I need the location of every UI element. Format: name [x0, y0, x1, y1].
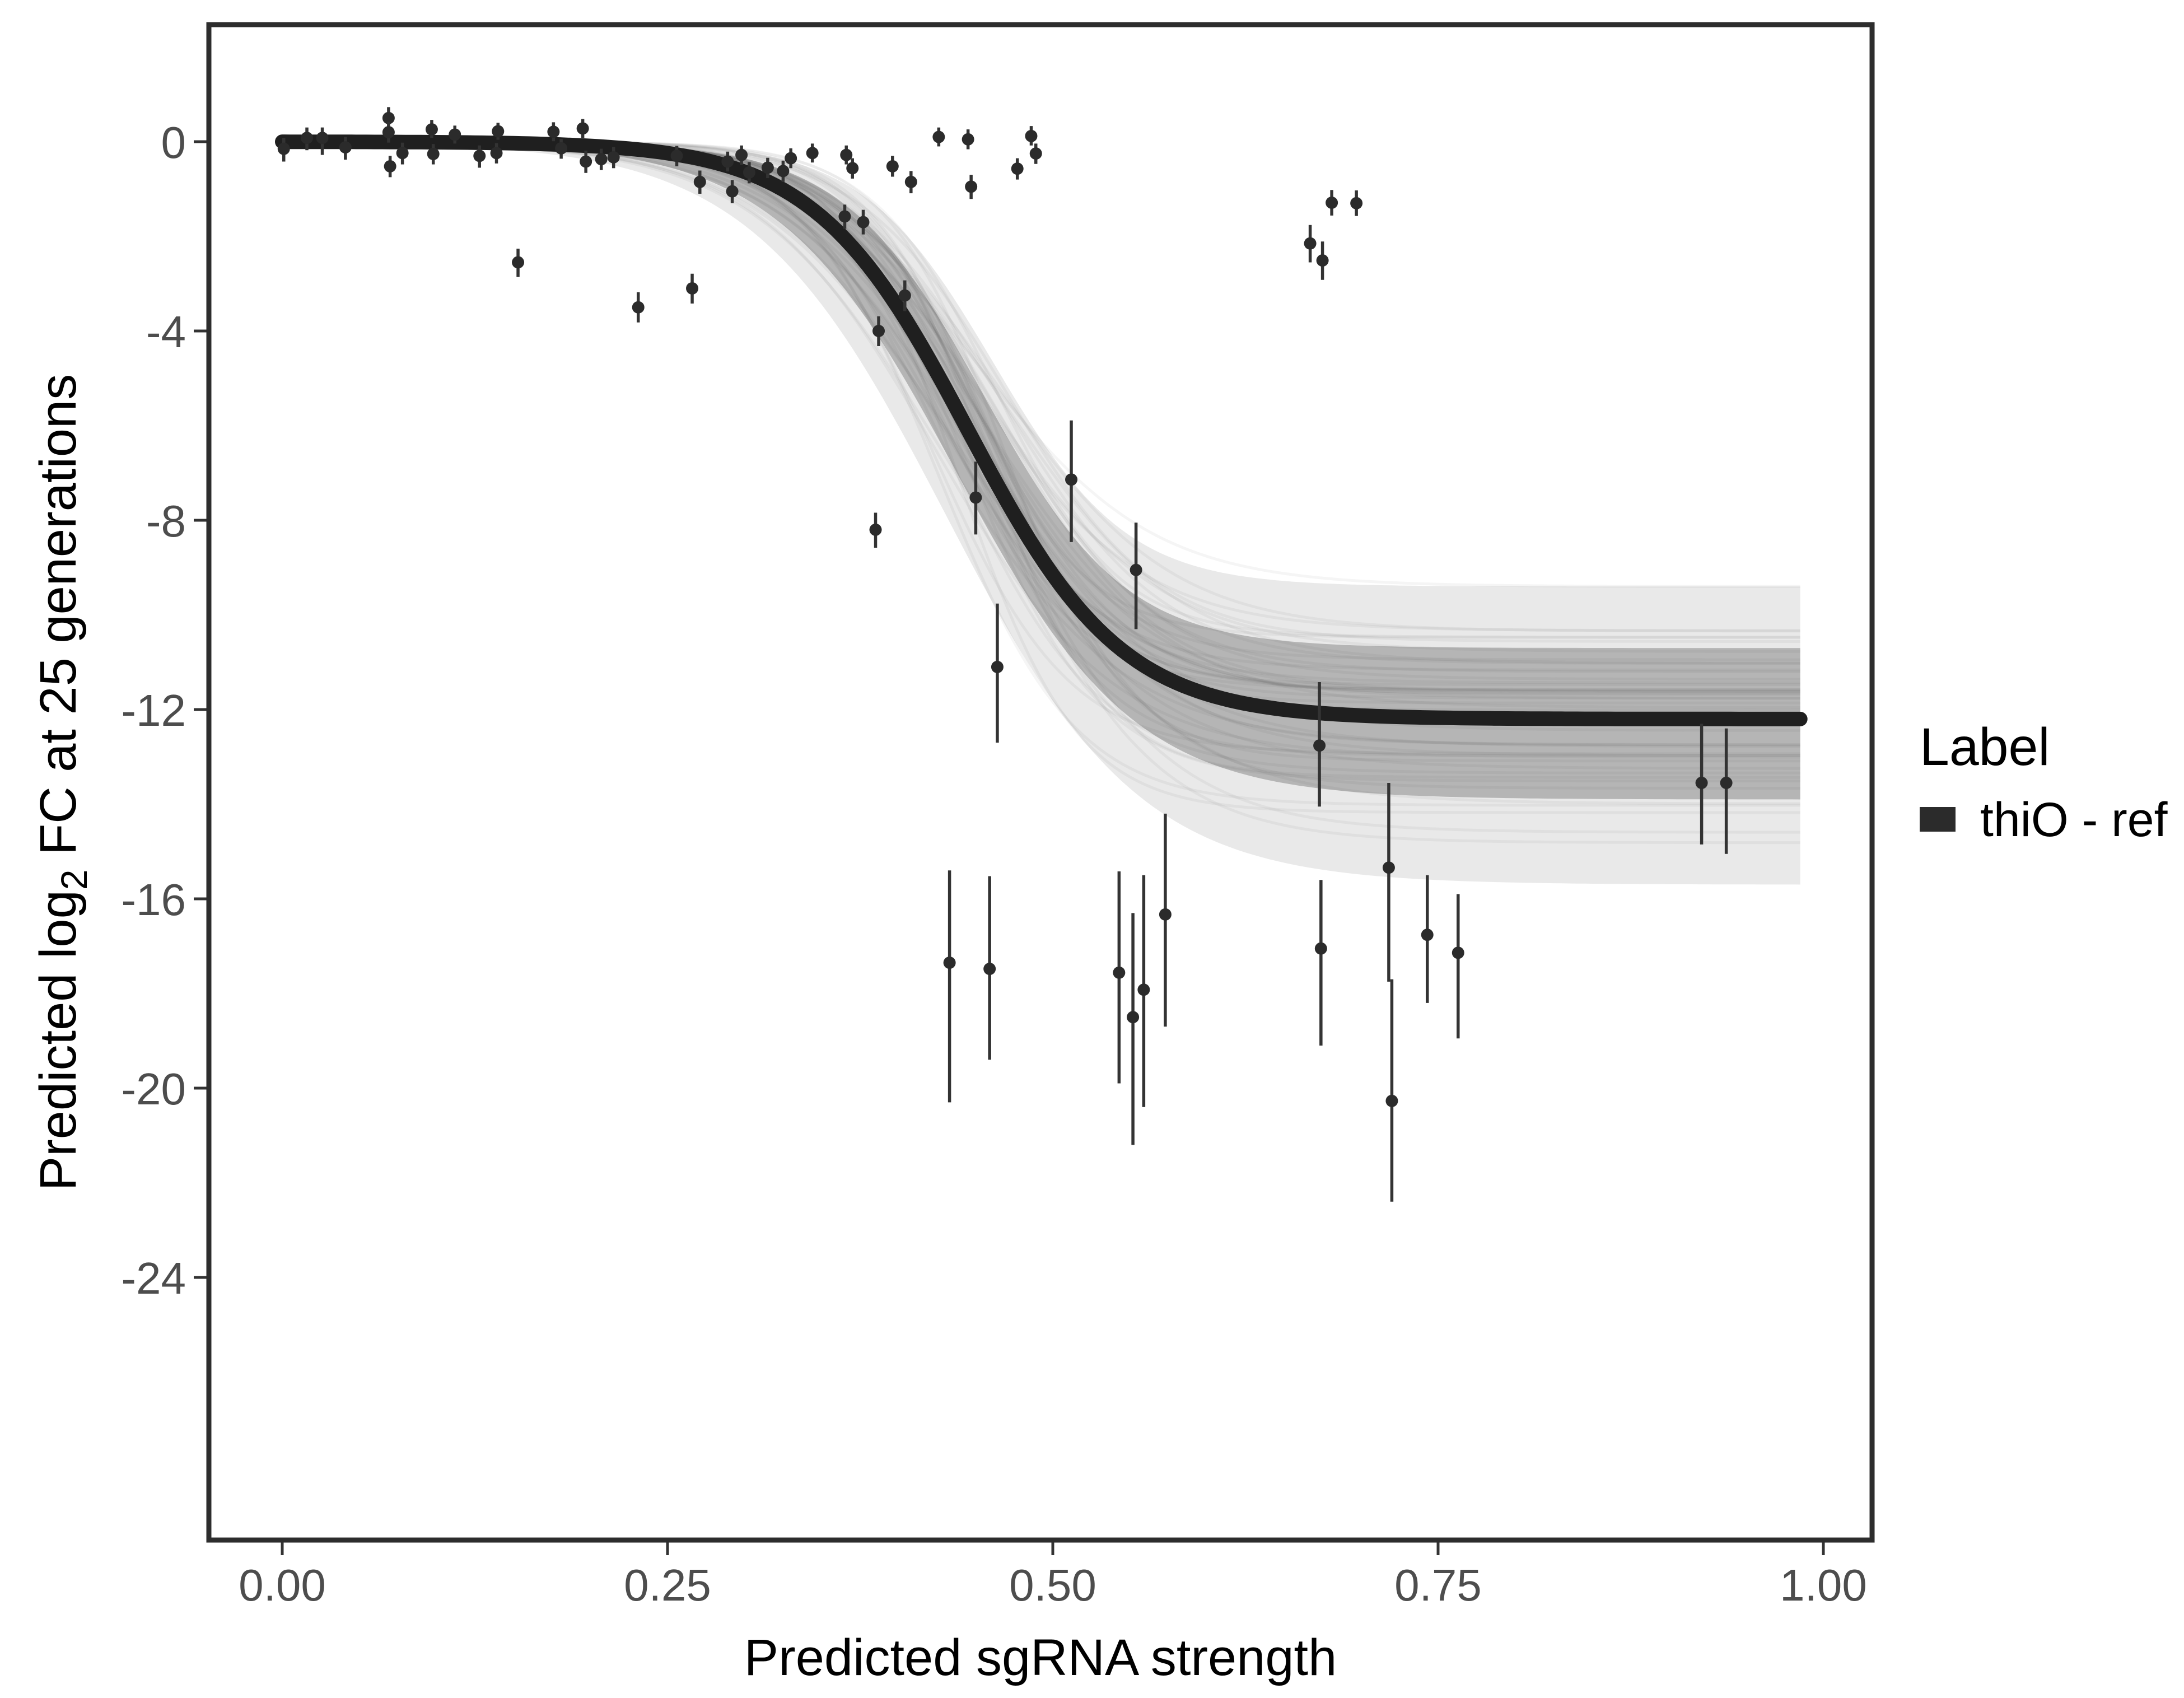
point-with-error-bar: [1452, 894, 1464, 1039]
point-with-error-bar: [1313, 682, 1326, 807]
point-with-error-bar: [991, 603, 1004, 743]
point-with-error-bar: [339, 137, 352, 160]
fitted-curve: [275, 134, 1808, 726]
point-with-error-bar: [607, 147, 620, 169]
point-with-error-bar: [846, 158, 859, 179]
point-with-error-bar: [547, 122, 560, 142]
point-with-error-bar: [1159, 813, 1172, 1027]
y-tick-label: -4: [146, 307, 186, 357]
point-with-error-bar: [1137, 875, 1150, 1107]
point-with-error-bar: [857, 209, 870, 235]
point-with-error-bar: [449, 125, 461, 144]
point-with-error-bar: [886, 156, 899, 177]
y-axis-title-subscript: 2: [53, 870, 95, 890]
point-with-error-bar: [1029, 143, 1042, 164]
point-with-error-bar: [761, 157, 774, 179]
chart-figure: 0.00 0.25 0.50 0.75 1.00 0 -4 -8 -12 -16 -20 -24 P…: [22, 9, 2184, 1689]
point-with-error-bar: [726, 180, 739, 203]
legend-title: Label: [1920, 717, 2050, 777]
y-tick-label: -8: [146, 496, 186, 546]
y-tick-label: -12: [121, 685, 186, 735]
point-with-error-bar: [777, 160, 790, 182]
point-with-error-bar: [301, 127, 314, 151]
point-with-error-bar: [969, 461, 982, 535]
point-with-error-bar: [693, 170, 706, 194]
point-with-error-bar: [872, 316, 885, 347]
point-with-error-bar: [721, 151, 734, 172]
point-with-error-bar: [384, 156, 396, 178]
point-with-error-bar: [277, 138, 290, 162]
point-with-error-bar: [932, 127, 945, 147]
plot-svg: 0.00 0.25 0.50 0.75 1.00 0 -4 -8 -12 -16 -20 -24 P…: [22, 9, 2184, 1689]
point-with-error-bar: [1421, 875, 1434, 1003]
point-with-error-bar: [943, 870, 956, 1103]
point-with-error-bar: [595, 148, 608, 170]
x-tick-label: 0.25: [624, 1560, 711, 1610]
y-axis-title-prefix: Predicted log: [30, 890, 87, 1191]
x-tick-label: 1.00: [1780, 1560, 1867, 1610]
y-axis-title-suffix: FC at 25 generations: [30, 374, 87, 870]
y-tick-label: -20: [121, 1064, 186, 1114]
x-tick-label: 0.75: [1394, 1560, 1482, 1610]
point-with-error-bar: [983, 876, 996, 1060]
point-with-error-bar: [1385, 979, 1398, 1202]
x-axis-title: Predicted sgRNA strength: [744, 1629, 1337, 1686]
point-with-error-bar: [743, 162, 755, 184]
point-with-error-bar: [962, 129, 974, 150]
point-with-error-bar: [1350, 190, 1363, 216]
point-with-error-bar: [316, 127, 329, 155]
point-with-error-bar: [735, 145, 748, 165]
x-axis: 0.00 0.25 0.50 0.75 1.00: [239, 1540, 1867, 1610]
point-with-error-bar: [1326, 190, 1338, 216]
point-with-error-bar: [1314, 880, 1327, 1046]
point-with-error-bar: [1304, 225, 1317, 263]
point-with-error-bar: [396, 142, 409, 165]
point-with-error-bar: [1695, 724, 1708, 845]
point-with-error-bar: [580, 151, 592, 173]
point-with-error-bar: [555, 138, 568, 159]
legend-item-label: thiO - ref: [1980, 793, 2168, 847]
point-with-error-bar: [806, 143, 819, 163]
point-with-error-bar: [473, 145, 486, 168]
uncertainty-band: [282, 142, 1800, 885]
point-with-error-bar: [576, 119, 589, 138]
point-with-error-bar: [965, 175, 978, 199]
point-with-error-bar: [382, 122, 395, 143]
point-with-error-bar: [492, 123, 505, 140]
point-with-error-bar: [1382, 782, 1395, 982]
point-with-error-bar: [490, 143, 503, 164]
point-with-error-bar: [1011, 158, 1024, 180]
point-with-error-bar: [670, 146, 683, 166]
point-with-error-bar: [686, 273, 699, 304]
y-axis: 0 -4 -8 -12 -16 -20 -24: [121, 118, 209, 1303]
point-with-error-bar: [838, 204, 851, 229]
point-with-error-bar: [1025, 126, 1038, 146]
point-with-error-bar: [1130, 523, 1142, 629]
y-axis-title: Predicted log2 FC at 25 generations: [30, 374, 95, 1191]
point-with-error-bar: [869, 512, 882, 548]
point-with-error-bar: [1065, 420, 1078, 542]
legend: Label thiO - ref: [1920, 717, 2168, 847]
point-with-error-bar: [785, 148, 797, 169]
point-with-error-bar: [1720, 728, 1733, 854]
y-tick-label: -16: [121, 875, 186, 925]
x-tick-label: 0.50: [1009, 1560, 1096, 1610]
point-with-error-bar: [632, 292, 645, 323]
data-points: [277, 107, 1733, 1202]
y-tick-label: 0: [161, 118, 186, 167]
legend-key-swatch: [1920, 807, 1956, 832]
x-tick-label: 0.00: [239, 1560, 326, 1610]
y-tick-label: -24: [121, 1253, 186, 1303]
point-with-error-bar: [904, 171, 917, 194]
panel-border: [206, 22, 1875, 1543]
point-with-error-bar: [427, 144, 440, 165]
point-with-error-bar: [840, 145, 853, 165]
point-with-error-bar: [512, 248, 525, 277]
point-with-error-bar: [1127, 913, 1140, 1145]
panel-background: [209, 25, 1872, 1540]
point-with-error-bar: [1113, 871, 1126, 1084]
point-with-error-bar: [425, 120, 438, 138]
point-with-error-bar: [1316, 241, 1329, 280]
point-with-error-bar: [898, 280, 911, 311]
